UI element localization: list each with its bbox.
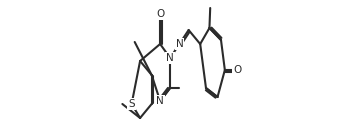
- Text: O: O: [233, 65, 241, 75]
- Text: N: N: [175, 39, 183, 49]
- Text: O: O: [156, 9, 164, 19]
- Text: N: N: [166, 53, 174, 63]
- Text: S: S: [128, 99, 135, 109]
- Text: N: N: [156, 96, 164, 106]
